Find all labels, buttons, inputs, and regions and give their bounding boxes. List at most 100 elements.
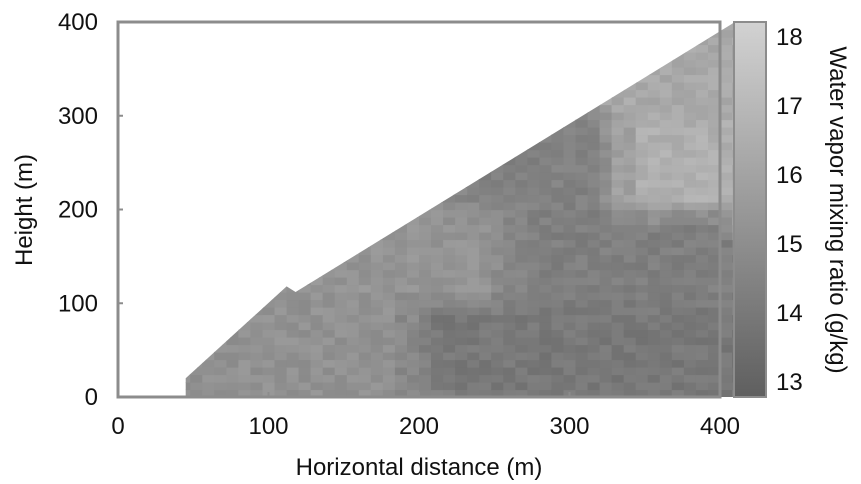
heatmap-cell bbox=[611, 299, 625, 308]
heatmap-cell bbox=[563, 239, 577, 248]
heatmap-cell bbox=[647, 157, 661, 166]
heatmap-cell bbox=[599, 322, 613, 331]
heatmap-cell bbox=[635, 367, 649, 376]
heatmap-cell bbox=[671, 299, 685, 308]
heatmap-cell bbox=[370, 352, 384, 361]
heatmap-cell bbox=[346, 299, 360, 308]
heatmap-cell bbox=[551, 254, 564, 263]
heatmap-cell bbox=[250, 329, 263, 338]
heatmap-cell bbox=[419, 292, 432, 301]
heatmap-cell bbox=[695, 359, 709, 368]
heatmap-cell bbox=[298, 382, 312, 391]
heatmap-cell bbox=[575, 292, 589, 301]
heatmap-cell bbox=[683, 329, 697, 338]
heatmap-cell bbox=[419, 284, 432, 293]
heatmap-cell bbox=[455, 202, 468, 211]
heatmap-cell bbox=[527, 172, 540, 181]
heatmap-cell bbox=[407, 352, 420, 361]
heatmap-cell bbox=[346, 374, 360, 383]
heatmap-cell bbox=[683, 194, 697, 203]
heatmap-cell bbox=[431, 284, 444, 293]
heatmap-cell bbox=[575, 367, 589, 376]
heatmap-cell bbox=[358, 389, 372, 397]
heatmap-cell bbox=[467, 329, 480, 338]
heatmap-cell bbox=[370, 239, 384, 248]
heatmap-cell bbox=[322, 359, 336, 368]
heatmap-cell bbox=[708, 374, 721, 383]
heatmap-cell bbox=[539, 299, 552, 308]
heatmap-cell bbox=[370, 344, 384, 353]
heatmap-cell bbox=[503, 322, 516, 331]
heatmap-cell bbox=[659, 337, 673, 346]
heatmap-cell bbox=[286, 329, 300, 338]
heatmap-cell bbox=[467, 389, 480, 397]
heatmap-cell bbox=[695, 127, 709, 136]
heatmap-cell bbox=[599, 104, 613, 113]
heatmap-cell bbox=[527, 322, 540, 331]
heatmap-cell bbox=[720, 359, 733, 368]
heatmap-cell bbox=[623, 277, 637, 286]
heatmap-cell bbox=[443, 344, 456, 353]
heatmap-cell bbox=[647, 232, 661, 241]
heatmap-cell bbox=[467, 224, 480, 233]
heatmap-cell bbox=[635, 82, 649, 91]
heatmap-cell bbox=[419, 322, 432, 331]
heatmap-cell bbox=[695, 44, 709, 53]
heatmap-cell bbox=[623, 217, 637, 226]
heatmap-cell bbox=[695, 344, 709, 353]
heatmap-cell bbox=[515, 292, 528, 301]
heatmap-cell bbox=[527, 164, 540, 173]
heatmap-cell bbox=[394, 277, 408, 286]
heatmap-cell bbox=[431, 269, 444, 278]
heatmap-cell bbox=[683, 164, 697, 173]
heatmap-cell bbox=[491, 217, 504, 226]
heatmap-cell bbox=[491, 239, 504, 248]
heatmap-cell bbox=[671, 149, 685, 158]
heatmap-cell bbox=[455, 382, 468, 391]
heatmap-cell bbox=[695, 209, 709, 218]
heatmap-cell bbox=[527, 149, 540, 158]
heatmap-cell bbox=[286, 292, 300, 301]
heatmap-cell bbox=[286, 314, 300, 323]
heatmap-cell bbox=[527, 194, 540, 203]
colorbar-ticks: 13 14 15 16 17 18 bbox=[776, 24, 803, 396]
heatmap-cell bbox=[407, 389, 420, 397]
heatmap-cell bbox=[708, 157, 721, 166]
heatmap-cell bbox=[659, 157, 673, 166]
heatmap-cell bbox=[491, 352, 504, 361]
heatmap-cell bbox=[599, 119, 613, 128]
heatmap-cell bbox=[286, 307, 300, 316]
heatmap-cell bbox=[491, 374, 504, 383]
heatmap-cell bbox=[503, 277, 516, 286]
heatmap-cell bbox=[683, 239, 697, 248]
heatmap-cell bbox=[708, 209, 721, 218]
heatmap-cell bbox=[587, 314, 601, 323]
heatmap-cell bbox=[298, 292, 312, 301]
heatmap-cell bbox=[491, 359, 504, 368]
heatmap-cell bbox=[635, 247, 649, 256]
heatmap-cell bbox=[443, 382, 456, 391]
heatmap-cell bbox=[370, 262, 384, 271]
heatmap-cell bbox=[599, 374, 613, 383]
x-tick-label: 200 bbox=[399, 413, 439, 440]
heatmap-cell bbox=[683, 367, 697, 376]
heatmap-cell bbox=[599, 232, 613, 241]
heatmap-cell bbox=[491, 277, 504, 286]
heatmap-cell bbox=[635, 134, 649, 143]
heatmap-cell bbox=[467, 322, 480, 331]
heatmap-cell bbox=[659, 172, 673, 181]
heatmap-cell bbox=[683, 119, 697, 128]
heatmap-cell bbox=[563, 142, 577, 151]
heatmap-cell bbox=[647, 82, 661, 91]
heatmap-cell bbox=[647, 172, 661, 181]
heatmap-cell bbox=[262, 337, 276, 346]
heatmap-cell bbox=[491, 382, 504, 391]
heatmap-cell bbox=[611, 277, 625, 286]
heatmap-cell bbox=[467, 202, 480, 211]
heatmap-cell bbox=[503, 157, 516, 166]
heatmap-cell bbox=[358, 374, 372, 383]
heatmap-cell bbox=[382, 307, 396, 316]
heatmap-cell bbox=[334, 374, 348, 383]
heatmap-cell bbox=[467, 382, 480, 391]
heatmap-cell bbox=[575, 224, 589, 233]
